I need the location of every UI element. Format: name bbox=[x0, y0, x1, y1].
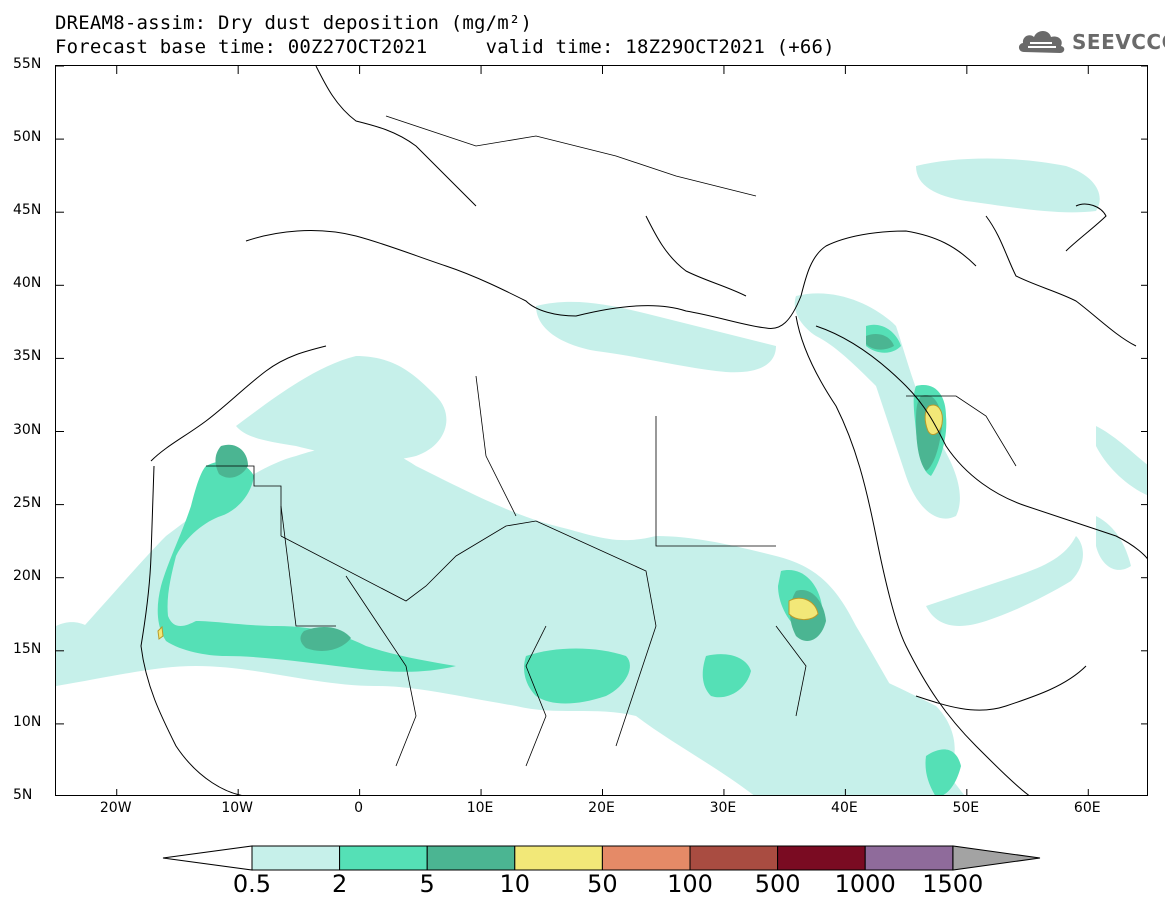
colorbar-over-triangle bbox=[952, 845, 1041, 871]
colorbar-segment bbox=[689, 845, 779, 871]
colorbar-label: 50 bbox=[587, 870, 618, 898]
lon-tick-label: 0 bbox=[354, 800, 364, 816]
country-borders bbox=[206, 115, 1017, 767]
lat-tick-label: 35N bbox=[13, 348, 42, 365]
colorbar-segment bbox=[426, 845, 516, 871]
seevccc-logo: SEEVCCC bbox=[1016, 26, 1165, 58]
lon-tick-label: 50E bbox=[952, 800, 980, 816]
lat-tick-label: 15N bbox=[13, 640, 42, 657]
lat-tick-label: 30N bbox=[13, 421, 42, 438]
colorbar-label: 0.5 bbox=[232, 870, 272, 898]
colorbar-segment bbox=[339, 845, 428, 871]
colorbar-segment bbox=[514, 845, 603, 871]
lon-tick-label: 30E bbox=[709, 800, 737, 816]
cloud-icon bbox=[1018, 31, 1065, 53]
lon-tick-label: 10E bbox=[466, 800, 494, 816]
lat-tick-label: 5N bbox=[13, 787, 33, 803]
lon-tick-label: 40E bbox=[831, 800, 858, 816]
colorbar-segment bbox=[251, 845, 341, 871]
lon-tick-label: 20W bbox=[99, 800, 132, 816]
lat-tick-label: 50N bbox=[13, 129, 42, 146]
colorbar-label: 5 bbox=[419, 870, 435, 898]
colorbar-label: 100 bbox=[667, 870, 713, 898]
colorbar-label: 1500 bbox=[922, 870, 984, 898]
map-panel bbox=[55, 65, 1148, 796]
colorbar-label: 10 bbox=[499, 870, 531, 898]
axis-ticks bbox=[56, 66, 1147, 795]
lon-tick-label: 60E bbox=[1073, 800, 1101, 816]
lat-tick-label: 20N bbox=[13, 567, 42, 584]
colorbar-segment bbox=[864, 845, 954, 871]
logo-text: SEEVCCC bbox=[1072, 30, 1165, 54]
title-line-1: DREAM8-assim: Dry dust deposition (mg/m²… bbox=[55, 12, 533, 34]
lat-tick-label: 40N bbox=[13, 275, 42, 292]
colorbar-label: 1000 bbox=[834, 870, 896, 898]
lat-tick-label: 55N bbox=[13, 56, 42, 72]
dust-level-4 bbox=[157, 404, 943, 640]
colorbar-under-triangle bbox=[162, 845, 253, 871]
lon-tick-label: 20E bbox=[588, 800, 615, 816]
colorbar-segment bbox=[601, 845, 691, 871]
lat-tick-label: 10N bbox=[13, 713, 42, 730]
title-line-2: Forecast base time: 00Z27OCT2021 valid t… bbox=[55, 36, 835, 58]
colorbar-label: 500 bbox=[754, 870, 801, 898]
colorbar-segment bbox=[777, 845, 866, 871]
coastlines bbox=[140, 66, 1147, 795]
lat-tick-label: 45N bbox=[13, 202, 42, 219]
lat-tick-label: 25N bbox=[13, 494, 42, 511]
map-plot bbox=[56, 66, 1147, 795]
colorbar-label: 2 bbox=[331, 870, 348, 898]
dust-level-1 bbox=[56, 158, 1147, 795]
lon-tick-label: 10W bbox=[221, 800, 253, 816]
